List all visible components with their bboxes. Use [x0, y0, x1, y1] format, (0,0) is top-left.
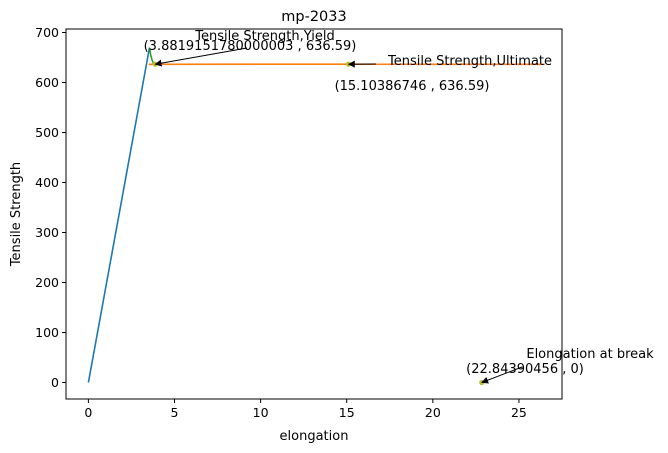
x-axis-title: elongation: [280, 429, 349, 444]
series-line: [87, 47, 151, 383]
plot-area: [87, 47, 545, 386]
y-tick-label: 600: [35, 75, 59, 90]
annotation-label: Tensile Strength,Yield: [194, 29, 334, 44]
annotation-value: (3.8819151780000003 , 636.59): [144, 39, 357, 54]
annotation-label: Elongation at break: [526, 347, 654, 362]
x-tick-label: 25: [511, 405, 527, 420]
annotation-arrow: [154, 47, 248, 67]
y-tick-label: 400: [35, 175, 59, 190]
y-tick-label: 500: [35, 125, 59, 140]
x-tick-label: 5: [171, 405, 179, 420]
x-tick-label: 0: [84, 405, 92, 420]
annotations: Tensile Strength,Yield(3.881915178000000…: [144, 29, 654, 384]
y-axis-title: Tensile Strength: [9, 162, 24, 267]
axis-ticks: 0 5 10 15 20 25 0 100 200 300 400 500 600 700: [35, 25, 527, 420]
annotation-value: (15.10386746 , 636.59): [335, 79, 490, 94]
plot-frame: [65, 28, 563, 400]
y-tick-label: 300: [35, 225, 59, 240]
y-tick-label: 200: [35, 275, 59, 290]
x-tick-label: 10: [253, 405, 269, 420]
annotation-value: (22.84390456 , 0): [466, 362, 584, 377]
y-tick-label: 700: [35, 25, 59, 40]
x-tick-label: 15: [339, 405, 355, 420]
annotation-label: Tensile Strength,Ultimate: [387, 54, 552, 69]
x-tick-label: 20: [425, 405, 441, 420]
y-tick-label: 0: [51, 375, 59, 390]
annotation-arrow: [481, 366, 523, 384]
y-tick-label: 100: [35, 325, 59, 340]
chart-title: mp-2033: [281, 9, 346, 25]
